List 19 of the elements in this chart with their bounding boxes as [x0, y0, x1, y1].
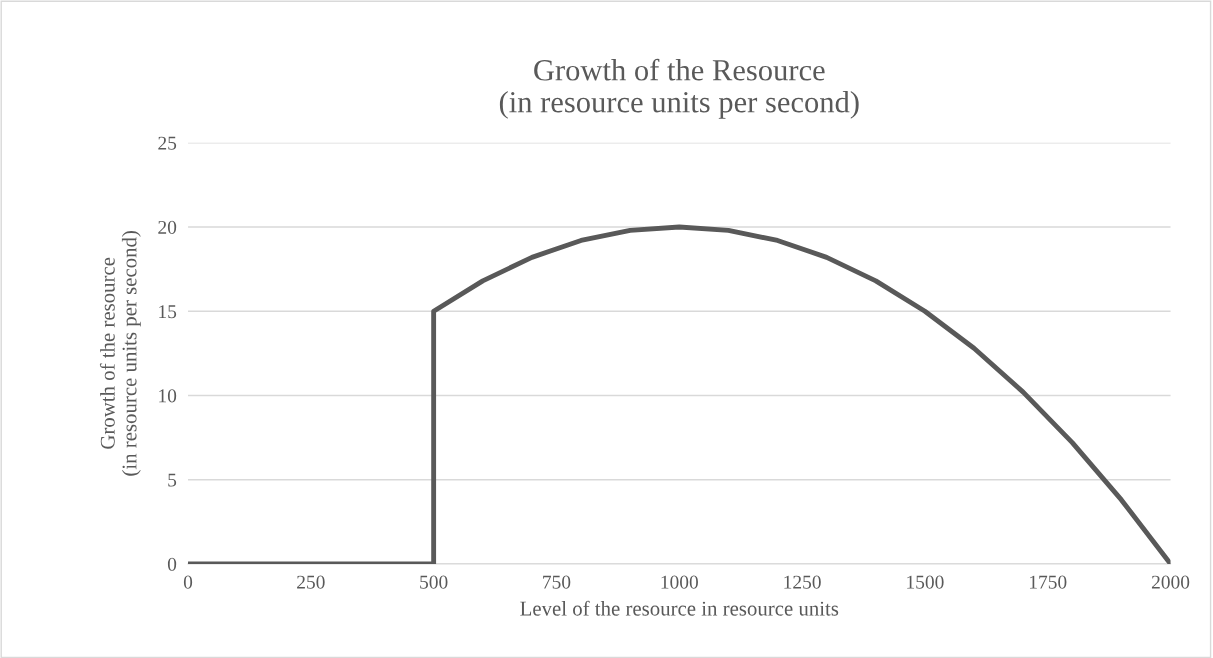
y-tick-label: 25 — [158, 136, 177, 150]
x-tick-label: 1000 — [661, 575, 698, 589]
x-tick-label: 750 — [543, 575, 571, 589]
x-tick-label: 2000 — [1151, 575, 1190, 589]
line-series — [188, 224, 1171, 564]
x-tick-label: 250 — [297, 575, 325, 589]
y-tick-label: 15 — [159, 305, 177, 319]
x-tick-label: 500 — [420, 575, 448, 589]
y-tick-label: 10 — [159, 389, 177, 403]
y-tick-label: 0 — [167, 557, 177, 571]
y-tick-label: 20 — [158, 220, 177, 234]
y-tick-label: 5 — [168, 473, 177, 487]
x-tick-label: 0 — [183, 575, 193, 589]
x-tick-label: 1250 — [784, 575, 821, 589]
x-axis-title: Level of the resource in resource units — [520, 600, 839, 616]
y-axis-title: Growth of the resource (in resource units per second) — [99, 231, 141, 476]
x-tick-label: 1500 — [907, 575, 944, 589]
x-tick-label: 1750 — [1029, 575, 1067, 589]
chart-title: Growth of the Resource (in resource units per second) — [499, 58, 859, 119]
